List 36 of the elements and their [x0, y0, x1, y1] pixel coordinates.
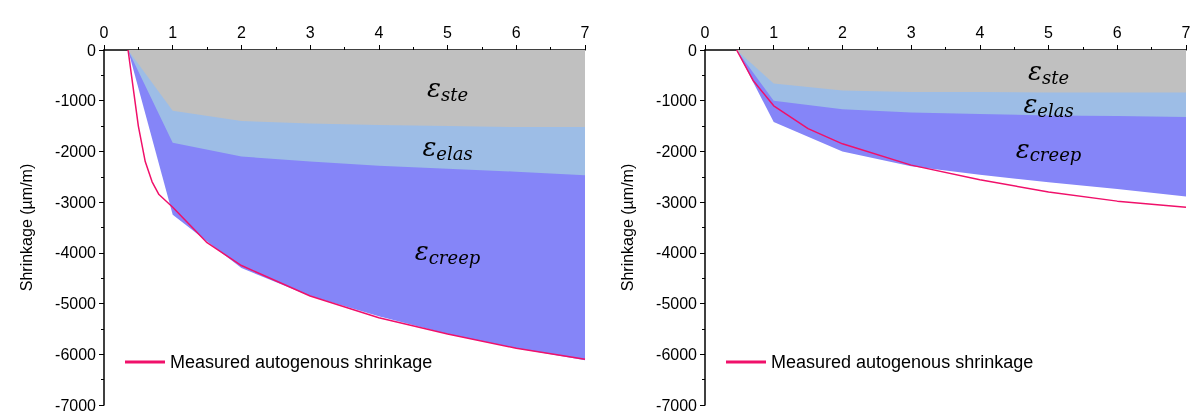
y-tick-label: -7000 [656, 396, 698, 414]
x-tick-label: 4 [975, 23, 985, 41]
x-tick-label: 1 [168, 23, 178, 41]
y-tick-label: -5000 [55, 295, 97, 313]
y-tick-label: -3000 [656, 193, 698, 211]
y-tick-label: -6000 [55, 345, 97, 363]
x-tick-label: 1 [769, 23, 779, 41]
y-tick-label: 0 [688, 41, 698, 59]
y-tick-label: -7000 [55, 396, 97, 414]
x-tick-label: 0 [700, 23, 710, 41]
x-tick-label: 5 [443, 23, 453, 41]
y-tick-label: -4000 [656, 244, 698, 262]
x-tick-label: 6 [1112, 23, 1122, 41]
x-tick-label: 0 [99, 23, 109, 41]
x-tick-label: 3 [906, 23, 916, 41]
x-tick-label: 7 [1181, 23, 1191, 41]
x-tick-label: 4 [374, 23, 384, 41]
y-tick-label: -3000 [55, 193, 97, 211]
y-tick-label: -4000 [55, 244, 97, 262]
y-tick-label: -1000 [55, 92, 97, 110]
x-tick-label: 7 [580, 23, 590, 41]
y-axis-title: Shrinkage (µm/m) [618, 163, 636, 292]
x-tick-label: 5 [1044, 23, 1054, 41]
y-tick-label: 0 [87, 41, 97, 59]
x-tick-label: 2 [837, 23, 847, 41]
legend-label: Measured autogenous shrinkage [771, 352, 1034, 372]
y-tick-label: -2000 [656, 142, 698, 160]
x-tick-label: 2 [236, 23, 246, 41]
x-tick-label: 3 [305, 23, 315, 41]
y-tick-label: -5000 [656, 295, 698, 313]
y-tick-label: -6000 [656, 345, 698, 363]
y-tick-label: -2000 [55, 142, 97, 160]
y-tick-label: -1000 [656, 92, 698, 110]
x-tick-label: 6 [511, 23, 521, 41]
y-axis-title: Shrinkage (µm/m) [17, 163, 35, 292]
legend-label: Measured autogenous shrinkage [170, 352, 433, 372]
